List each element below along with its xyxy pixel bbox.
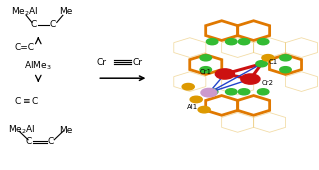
Text: C: C bbox=[48, 138, 54, 146]
Text: C: C bbox=[49, 20, 56, 29]
Text: Me$_2$Al: Me$_2$Al bbox=[8, 124, 35, 136]
Circle shape bbox=[190, 96, 202, 103]
Circle shape bbox=[206, 89, 218, 95]
Circle shape bbox=[257, 89, 269, 95]
Text: AlMe$_3$: AlMe$_3$ bbox=[24, 59, 51, 72]
Circle shape bbox=[215, 69, 234, 79]
Circle shape bbox=[200, 55, 211, 61]
Text: C1: C1 bbox=[269, 59, 278, 65]
Circle shape bbox=[226, 89, 237, 95]
Text: Me: Me bbox=[59, 7, 72, 16]
Text: Me: Me bbox=[59, 126, 72, 134]
Text: C: C bbox=[26, 138, 32, 146]
Circle shape bbox=[206, 39, 218, 45]
Circle shape bbox=[200, 67, 211, 73]
Circle shape bbox=[198, 106, 210, 113]
Circle shape bbox=[201, 88, 217, 97]
Circle shape bbox=[256, 61, 267, 67]
Circle shape bbox=[226, 39, 237, 45]
Text: C: C bbox=[30, 20, 37, 29]
Text: Cr2: Cr2 bbox=[262, 80, 274, 86]
Circle shape bbox=[257, 39, 269, 45]
Text: C$\equiv$C: C$\equiv$C bbox=[14, 95, 40, 106]
Text: Cr1: Cr1 bbox=[199, 69, 211, 75]
Circle shape bbox=[241, 74, 260, 84]
Circle shape bbox=[280, 67, 291, 73]
Text: Al1: Al1 bbox=[187, 104, 198, 110]
Circle shape bbox=[280, 55, 291, 61]
Text: C=C: C=C bbox=[14, 43, 34, 52]
Text: Cr: Cr bbox=[132, 58, 142, 66]
Text: Me$_2$Al: Me$_2$Al bbox=[11, 6, 39, 18]
Circle shape bbox=[238, 89, 250, 95]
Circle shape bbox=[238, 39, 250, 45]
Circle shape bbox=[182, 83, 194, 90]
Text: Cr: Cr bbox=[97, 58, 107, 66]
Circle shape bbox=[262, 55, 274, 61]
